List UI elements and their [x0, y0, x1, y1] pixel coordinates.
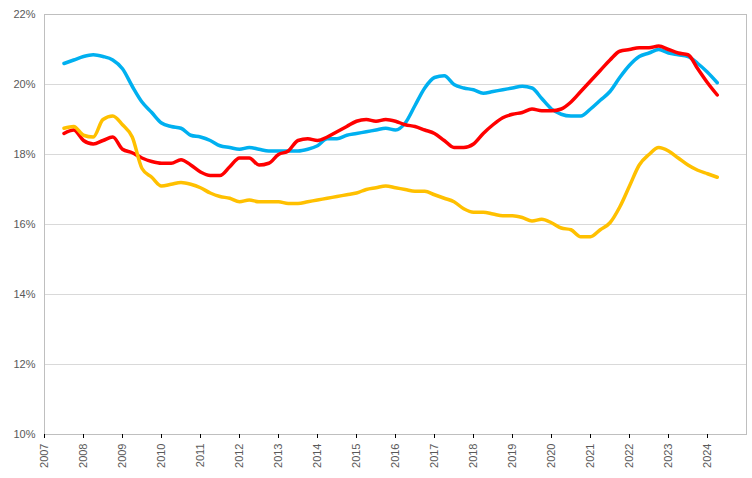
svg-text:2010: 2010: [155, 444, 167, 468]
svg-text:2014: 2014: [311, 444, 323, 468]
svg-text:14%: 14%: [13, 288, 35, 300]
svg-text:2012: 2012: [233, 444, 245, 468]
svg-text:2017: 2017: [428, 444, 440, 468]
svg-text:12%: 12%: [13, 358, 35, 370]
svg-text:2021: 2021: [584, 444, 596, 468]
svg-text:16%: 16%: [13, 218, 35, 230]
svg-text:2013: 2013: [272, 444, 284, 468]
svg-text:2011: 2011: [194, 444, 206, 468]
svg-text:2024: 2024: [701, 444, 713, 468]
svg-text:18%: 18%: [13, 148, 35, 160]
svg-text:2009: 2009: [116, 444, 128, 468]
svg-text:22%: 22%: [13, 8, 35, 20]
svg-text:2008: 2008: [77, 444, 89, 468]
svg-text:2015: 2015: [350, 444, 362, 468]
svg-text:2007: 2007: [38, 444, 50, 468]
svg-text:20%: 20%: [13, 78, 35, 90]
svg-text:2018: 2018: [467, 444, 479, 468]
svg-text:2019: 2019: [506, 444, 518, 468]
svg-text:2022: 2022: [623, 444, 635, 468]
svg-text:2023: 2023: [662, 444, 674, 468]
svg-text:10%: 10%: [13, 428, 35, 440]
svg-text:2016: 2016: [389, 444, 401, 468]
svg-text:2020: 2020: [545, 444, 557, 468]
